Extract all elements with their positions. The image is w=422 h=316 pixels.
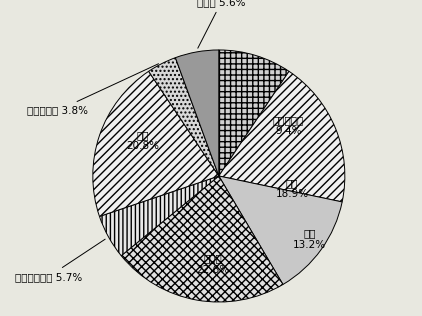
Text: 親族
20.8%: 親族 20.8% — [127, 130, 160, 151]
Text: 新聞・広告等 5.7%: 新聞・広告等 5.7% — [15, 239, 105, 282]
Wedge shape — [100, 176, 219, 256]
Wedge shape — [93, 71, 219, 216]
Wedge shape — [121, 176, 283, 302]
Wedge shape — [176, 50, 219, 176]
Text: 職業安定所
9.4%: 職業安定所 9.4% — [273, 115, 304, 137]
Text: 障害者団体 3.8%: 障害者団体 3.8% — [27, 64, 159, 115]
Text: 学校
18.9%: 学校 18.9% — [276, 178, 308, 199]
Text: 跡継ぎ
22.6%: 跡継ぎ 22.6% — [196, 253, 229, 275]
Wedge shape — [219, 50, 289, 176]
Wedge shape — [219, 71, 345, 202]
Text: その他 5.6%: その他 5.6% — [197, 0, 246, 48]
Text: 知人
13.2%: 知人 13.2% — [293, 228, 326, 250]
Wedge shape — [149, 58, 219, 176]
Wedge shape — [219, 176, 342, 284]
